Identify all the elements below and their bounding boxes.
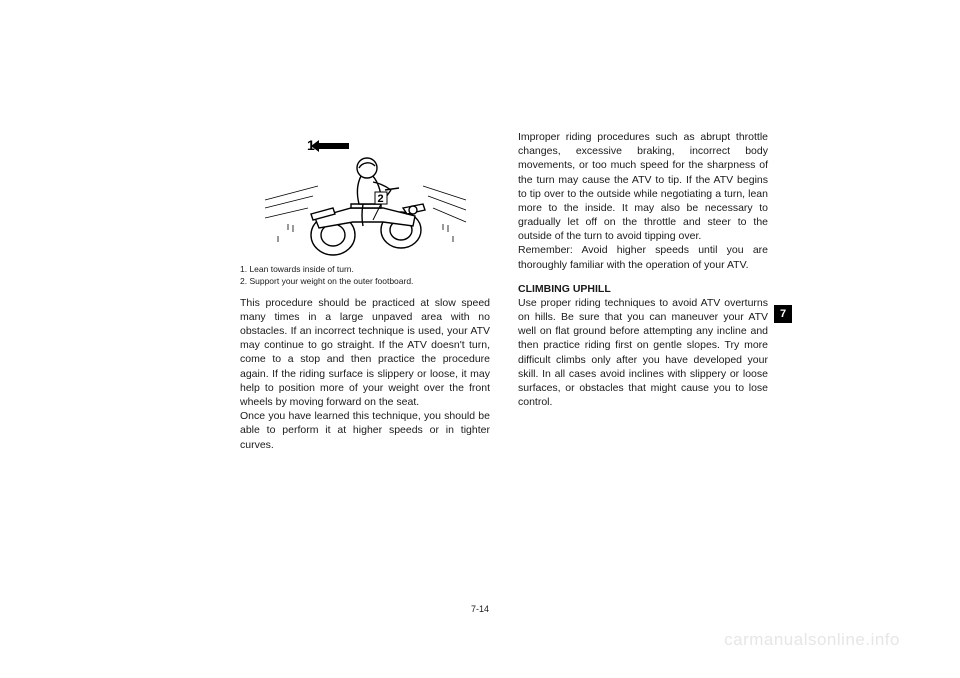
content-columns: 1 2 1. Lean towards in	[240, 130, 770, 452]
figure-block: 1 2 1. Lean towards in	[240, 130, 490, 288]
page-number: 7-14	[0, 604, 960, 614]
left-para-2: Once you have learned this technique, yo…	[240, 409, 490, 452]
atv-turning-illustration: 1 2	[263, 130, 468, 260]
right-column: Improper riding procedures such as abrup…	[518, 130, 768, 452]
right-para-2: Remember: Avoid higher speeds until you …	[518, 243, 768, 271]
chapter-tab: 7	[774, 305, 792, 323]
right-para-1: Improper riding procedures such as abrup…	[518, 130, 768, 243]
left-column: 1 2 1. Lean towards in	[240, 130, 490, 452]
svg-text:2: 2	[377, 193, 383, 205]
atv-svg: 1 2	[263, 130, 468, 260]
left-para-1: This procedure should be practiced at sl…	[240, 296, 490, 409]
watermark-text: carmanualsonline.info	[724, 630, 900, 650]
left-arrow-icon	[311, 140, 349, 152]
caption-line-1: 1. Lean towards inside of turn.	[240, 264, 490, 276]
right-para-3: Use proper riding techniques to avoid AT…	[518, 296, 768, 409]
section-heading: CLIMBING UPHILL	[518, 282, 768, 296]
figure-caption: 1. Lean towards inside of turn. 2. Suppo…	[240, 264, 490, 288]
manual-page: 1 2 1. Lean towards in	[0, 0, 960, 678]
caption-line-2: 2. Support your weight on the outer foot…	[240, 276, 490, 288]
